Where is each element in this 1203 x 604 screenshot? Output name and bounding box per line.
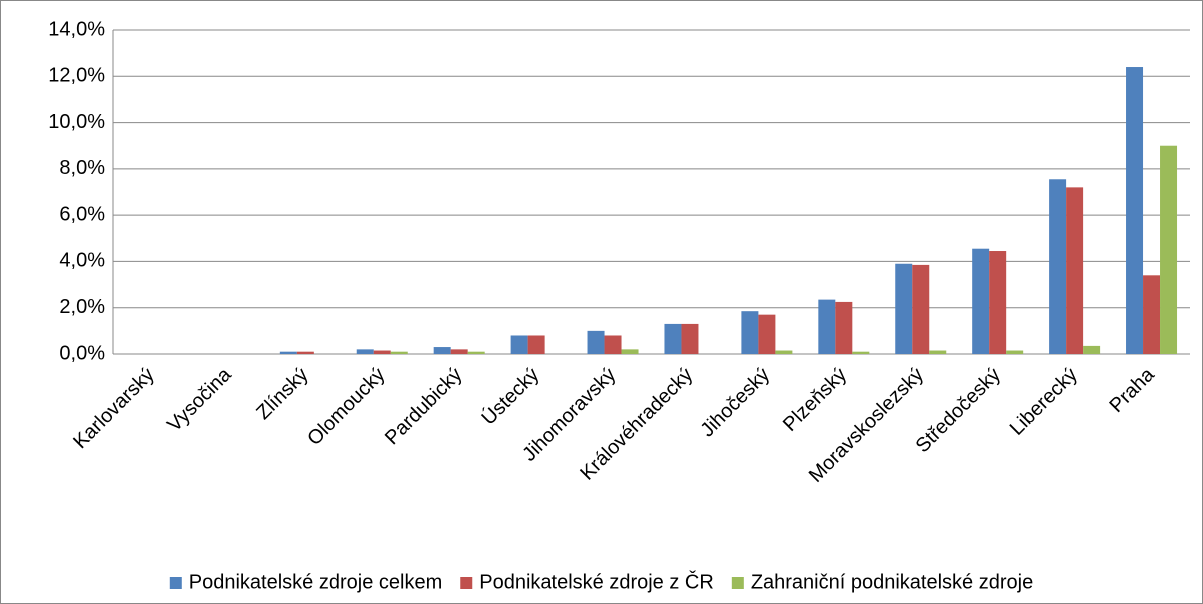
bar: [587, 330, 605, 354]
bar: [450, 349, 468, 354]
bar: [895, 263, 913, 354]
bar: [1126, 67, 1144, 355]
bar: [1006, 350, 1024, 354]
legend-label: Zahraniční podnikatelské zdroje: [751, 571, 1033, 593]
bar: [1160, 145, 1178, 354]
legend-swatch: [169, 577, 182, 589]
bar: [373, 350, 391, 354]
legend-swatch: [731, 577, 744, 589]
y-tick-label: 8,0%: [59, 157, 105, 179]
bar: [972, 248, 990, 354]
bar: [818, 299, 836, 354]
legend-label: Podnikatelské zdroje celkem: [189, 571, 442, 593]
bar: [852, 351, 870, 354]
bar: [296, 351, 314, 354]
bar: [664, 323, 682, 354]
bar: [1083, 345, 1101, 354]
bar: [1049, 179, 1067, 354]
bar: [621, 349, 639, 354]
bar: [929, 350, 947, 354]
y-tick-label: 14,0%: [48, 18, 105, 40]
bar: [604, 335, 622, 354]
bar: [681, 323, 699, 354]
legend-swatch: [460, 577, 473, 589]
y-tick-label: 4,0%: [59, 250, 105, 272]
y-tick-label: 12,0%: [48, 65, 105, 87]
bar: [835, 301, 853, 354]
bar: [390, 351, 408, 354]
bar: [912, 264, 930, 354]
bar: [1143, 275, 1161, 354]
bar: [510, 335, 528, 354]
bar: [433, 347, 451, 354]
y-tick-label: 0,0%: [59, 342, 105, 364]
legend-label: Podnikatelské zdroje z ČR: [479, 570, 714, 593]
y-tick-label: 10,0%: [48, 111, 105, 133]
bar: [356, 349, 374, 354]
y-tick-label: 2,0%: [59, 296, 105, 318]
bar: [527, 335, 545, 354]
bar: [279, 351, 297, 354]
y-tick-label: 6,0%: [59, 203, 105, 225]
bar: [758, 314, 776, 354]
bar: [989, 251, 1007, 354]
bar: [741, 311, 759, 354]
bar: [775, 350, 793, 354]
bar: [467, 351, 485, 354]
bar: [1066, 187, 1084, 354]
